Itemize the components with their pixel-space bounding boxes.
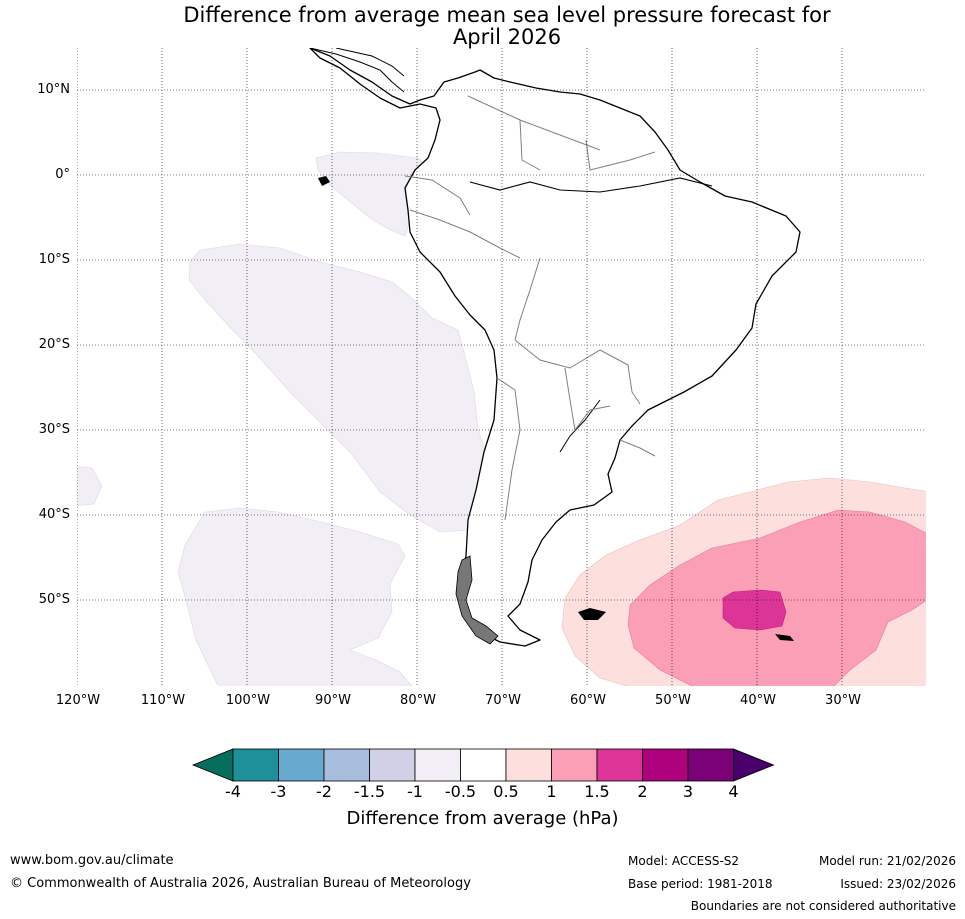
colorbar-tick: -1.5 xyxy=(353,782,386,801)
colorbar-tick: 0.5 xyxy=(493,782,519,801)
lon-label-120w: 120°W xyxy=(55,693,101,708)
title-line-2: April 2026 xyxy=(452,25,562,49)
lat-label-0: 0° xyxy=(55,167,70,182)
colorbar-tick: -3 xyxy=(270,782,287,801)
disclaimer: Boundaries are not considered authoritat… xyxy=(690,899,956,913)
galapagos-islands xyxy=(318,176,330,186)
lat-label-10n: 10°N xyxy=(37,82,70,97)
lon-label-110w: 110°W xyxy=(140,693,186,708)
lat-label-20s: 20°S xyxy=(38,337,70,352)
website-link[interactable]: www.bom.gov.au/climate xyxy=(10,853,174,868)
lon-label-90w: 90°W xyxy=(315,693,351,708)
anomaly-region-west-edge xyxy=(77,466,103,506)
lat-label-30s: 30°S xyxy=(38,422,70,437)
issued-info: Issued: 23/02/2026 xyxy=(840,877,956,891)
colorbar-tick: 3 xyxy=(682,782,694,801)
colorbar-tick: 2 xyxy=(637,782,648,801)
lon-label-30w: 30°W xyxy=(825,693,861,708)
colorbar-tick: -1 xyxy=(407,782,423,801)
falkland-islands xyxy=(578,608,606,620)
anomaly-region-far-southeast-pacific xyxy=(177,507,413,686)
lon-label-100w: 100°W xyxy=(225,693,271,708)
colorbar-tick: -4 xyxy=(225,782,241,801)
title-line-1: Difference from average mean sea level p… xyxy=(183,3,831,27)
lon-label-80w: 80°W xyxy=(400,693,436,708)
colorbar-tick: -0.5 xyxy=(444,782,477,801)
lon-label-60w: 60°W xyxy=(570,693,606,708)
map-title: Difference from average mean sea level p… xyxy=(0,4,965,48)
anomaly-region-south-atlantic-core xyxy=(722,589,787,631)
colorbar-tick: 1.5 xyxy=(584,782,610,801)
lat-label-50s: 50°S xyxy=(38,592,70,607)
lon-label-50w: 50°W xyxy=(655,693,691,708)
model-run-info: Model run: 21/02/2026 xyxy=(818,854,956,868)
lat-label-40s: 40°S xyxy=(38,507,70,522)
lat-label-10s: 10°S xyxy=(38,252,70,267)
lon-label-70w: 70°W xyxy=(485,693,521,708)
colorbar-label: Difference from average (hPa) xyxy=(346,808,619,829)
amazon-river xyxy=(469,177,713,193)
colorbar-tick: 4 xyxy=(728,782,739,801)
model-info: Model: ACCESS-S2 xyxy=(628,854,740,868)
anomaly-region-southeast-pacific xyxy=(188,243,489,533)
south-georgia xyxy=(775,634,794,641)
chilean-fjords xyxy=(455,555,499,645)
south-america-landmass xyxy=(309,48,801,647)
lon-label-40w: 40°W xyxy=(740,693,776,708)
country-borders xyxy=(404,95,656,521)
colorbar-tick: -2 xyxy=(316,782,332,801)
base-period-info: Base period: 1981-2018 xyxy=(628,877,773,891)
copyright-notice: © Commonwealth of Australia 2026, Austra… xyxy=(10,876,471,891)
colorbar-tick: 1 xyxy=(546,782,557,801)
central-america-coastline xyxy=(309,48,405,93)
graticule xyxy=(77,48,926,686)
